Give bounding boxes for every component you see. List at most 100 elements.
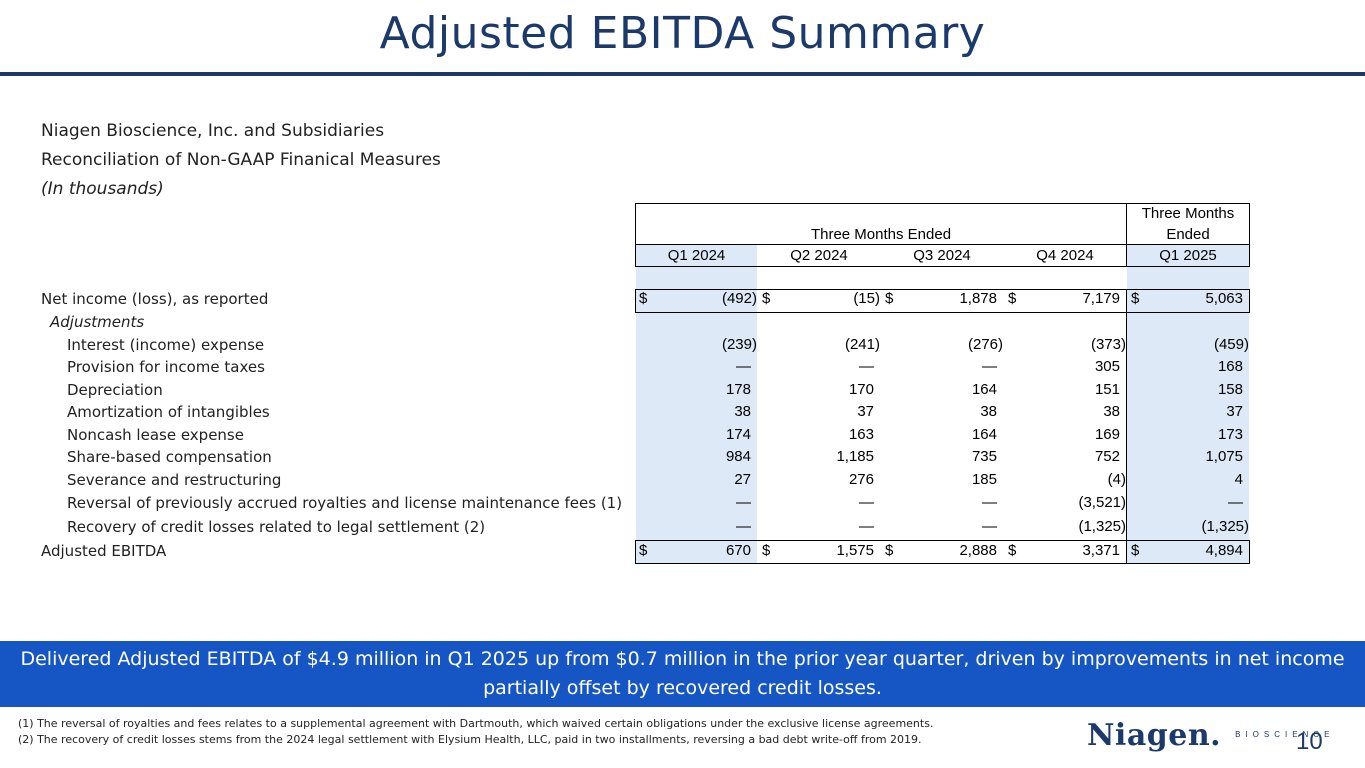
header-divider bbox=[635, 244, 1250, 245]
row-label: Reversal of previously accrued royalties… bbox=[67, 494, 623, 512]
table-cell: 2,888 bbox=[959, 542, 997, 559]
table-cell: — bbox=[982, 494, 997, 511]
table-cell: (276) bbox=[967, 336, 1003, 353]
table-cell: — bbox=[859, 518, 874, 535]
table-cell: 752 bbox=[1094, 448, 1120, 465]
table-cell: 173 bbox=[1217, 426, 1243, 443]
q1-2025-body-divider bbox=[1126, 289, 1127, 564]
company-name: Niagen Bioscience, Inc. and Subsidiaries bbox=[41, 121, 385, 141]
footnote-2: (2) The recovery of credit losses stems … bbox=[18, 733, 922, 746]
table-cell: 164 bbox=[971, 426, 997, 443]
logo-wordmark: Niagen. bbox=[1087, 718, 1222, 753]
table-cell: (3,521) bbox=[1078, 494, 1126, 511]
row-label: Interest (income) expense bbox=[67, 336, 265, 354]
row-label: Depreciation bbox=[67, 381, 163, 399]
units-note: (In thousands) bbox=[41, 179, 164, 199]
table-cell: (492) bbox=[721, 290, 757, 307]
currency-symbol: $ bbox=[639, 542, 648, 559]
row-label: Severance and restructuring bbox=[67, 471, 282, 489]
table-cell: 735 bbox=[971, 448, 997, 465]
table-cell: 178 bbox=[725, 381, 751, 398]
row-label: Provision for income taxes bbox=[67, 358, 265, 376]
currency-symbol: $ bbox=[762, 290, 771, 307]
table-cell: — bbox=[982, 358, 997, 375]
table-header-box bbox=[635, 203, 1250, 267]
table-cell: 1,185 bbox=[836, 448, 874, 465]
table-cell: — bbox=[859, 494, 874, 511]
table-cell: 4 bbox=[1234, 471, 1243, 488]
currency-symbol: $ bbox=[1008, 290, 1017, 307]
table-cell: — bbox=[859, 358, 874, 375]
table-cell: 168 bbox=[1217, 358, 1243, 375]
q1-2025-header-divider bbox=[1126, 203, 1127, 267]
table-cell: (1,325) bbox=[1078, 518, 1126, 535]
table-cell: 1,075 bbox=[1205, 448, 1243, 465]
table-cell: 169 bbox=[1094, 426, 1120, 443]
table-cell: (4) bbox=[1107, 471, 1126, 488]
row-label: Noncash lease expense bbox=[67, 426, 244, 444]
table-cell: 3,371 bbox=[1082, 542, 1120, 559]
three-months-ended-header: Three Months Ended bbox=[810, 226, 952, 243]
currency-symbol: $ bbox=[885, 542, 894, 559]
column-header-q1-2025: Q1 2025 bbox=[1159, 247, 1217, 264]
three-months-ended-header-q1-2025-line1: Three Months bbox=[1141, 205, 1235, 222]
column-header-q4-2024: Q4 2024 bbox=[1036, 247, 1094, 264]
table-cell: (239) bbox=[721, 336, 757, 353]
net-income-row-box bbox=[635, 289, 1250, 313]
summary-banner: Delivered Adjusted EBITDA of $4.9 millio… bbox=[0, 641, 1365, 707]
table-cell: — bbox=[736, 358, 751, 375]
currency-symbol: $ bbox=[1131, 542, 1140, 559]
q1-2025-column-highlight bbox=[1127, 245, 1249, 563]
row-label: Net income (loss), as reported bbox=[41, 290, 269, 308]
table-cell: 670 bbox=[725, 542, 751, 559]
adjusted-ebitda-row-box bbox=[635, 540, 1250, 564]
table-cell: 7,179 bbox=[1082, 290, 1120, 307]
ebitda-table-body: Net income (loss), as reported $ (492) $ (15… bbox=[41, 0, 1261, 600]
column-header-q1-2024: Q1 2024 bbox=[667, 247, 726, 264]
table-cell: 158 bbox=[1217, 381, 1243, 398]
table-cell: — bbox=[736, 494, 751, 511]
footnote-1: (1) The reversal of royalties and fees r… bbox=[18, 717, 934, 730]
table-cell: 37 bbox=[1226, 403, 1243, 420]
table-cell: 1,575 bbox=[836, 542, 874, 559]
table-cell: — bbox=[982, 518, 997, 535]
summary-banner-text: Delivered Adjusted EBITDA of $4.9 millio… bbox=[20, 648, 1345, 699]
row-label: Adjusted EBITDA bbox=[41, 542, 167, 560]
column-header-q2-2024: Q2 2024 bbox=[790, 247, 848, 264]
title-divider bbox=[0, 72, 1365, 76]
row-label: Amortization of intangibles bbox=[67, 403, 270, 421]
column-header-q3-2024: Q3 2024 bbox=[913, 247, 971, 264]
report-subtitle: Reconciliation of Non-GAAP Finanical Mea… bbox=[41, 150, 441, 170]
slide-title: Adjusted EBITDA Summary bbox=[379, 8, 986, 59]
table-cell: 38 bbox=[734, 403, 751, 420]
row-label: Adjustments bbox=[50, 313, 145, 331]
table-cell: 164 bbox=[971, 381, 997, 398]
table-cell: 1,878 bbox=[959, 290, 997, 307]
logo-subtext: BIOSCIENCE bbox=[1235, 730, 1335, 739]
table-cell: 5,063 bbox=[1205, 290, 1243, 307]
table-cell: 174 bbox=[725, 426, 751, 443]
row-label: Recovery of credit losses related to leg… bbox=[67, 518, 486, 536]
table-cell: 27 bbox=[734, 471, 751, 488]
table-cell: (15) bbox=[853, 290, 880, 307]
table-cell: 38 bbox=[1103, 403, 1120, 420]
currency-symbol: $ bbox=[885, 290, 894, 307]
currency-symbol: $ bbox=[1008, 542, 1017, 559]
table-cell: 305 bbox=[1094, 358, 1120, 375]
table-cell: 170 bbox=[848, 381, 874, 398]
table-cell: (1,325) bbox=[1201, 518, 1249, 535]
table-cell: (373) bbox=[1090, 336, 1126, 353]
table-cell: 38 bbox=[980, 403, 997, 420]
table-cell: 185 bbox=[971, 471, 997, 488]
q1-2024-column-highlight bbox=[636, 245, 757, 563]
table-cell: 984 bbox=[725, 448, 751, 465]
table-cell: (241) bbox=[844, 336, 880, 353]
table-cell: 37 bbox=[857, 403, 874, 420]
page-number: 10 bbox=[1296, 728, 1323, 755]
table-cell: — bbox=[736, 518, 751, 535]
row-label: Share-based compensation bbox=[67, 448, 272, 466]
table-cell: (459) bbox=[1213, 336, 1249, 353]
table-cell: 163 bbox=[848, 426, 874, 443]
currency-symbol: $ bbox=[762, 542, 771, 559]
currency-symbol: $ bbox=[1131, 290, 1140, 307]
